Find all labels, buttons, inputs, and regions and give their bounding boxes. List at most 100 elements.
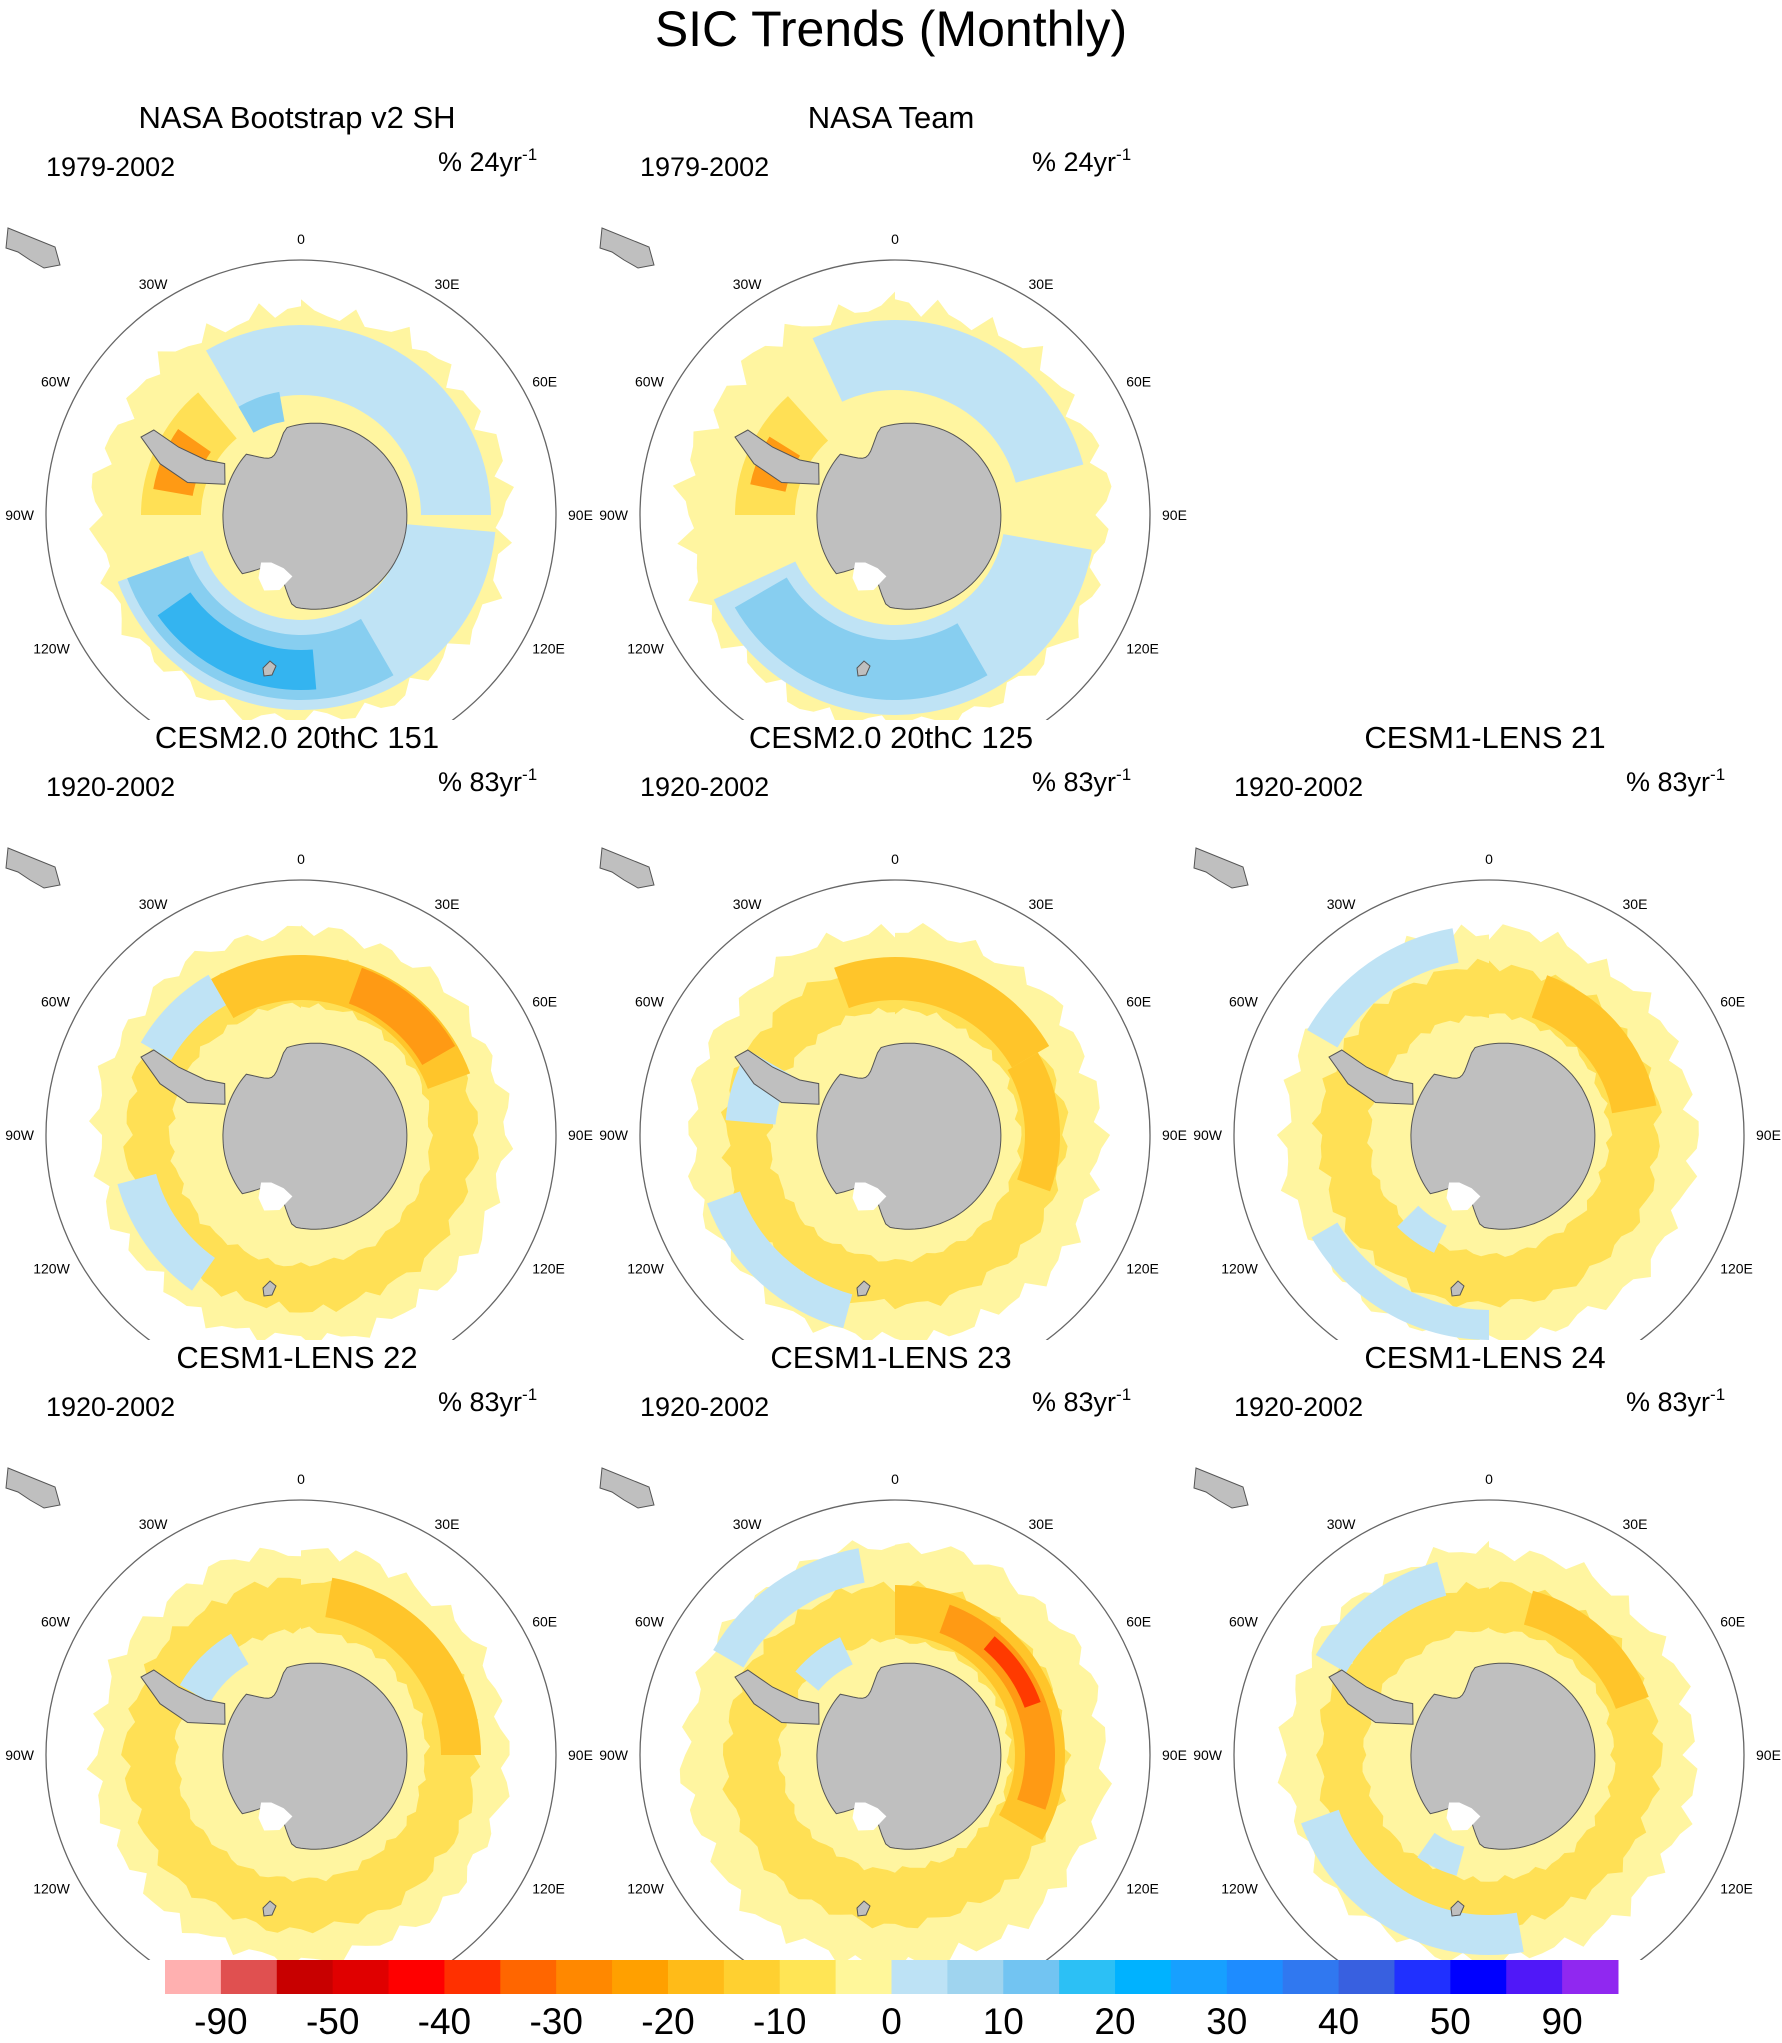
colorbar-swatch	[556, 1960, 613, 1994]
map-panel: 030E60E90E120E150E180150W120W90W60W30WCE…	[0, 720, 594, 1340]
trend-contour	[206, 324, 491, 515]
trend-contour	[179, 1633, 249, 1703]
longitude-label: 90W	[5, 507, 35, 523]
colorbar-swatch	[444, 1960, 501, 1994]
trend-contour	[1315, 1561, 1447, 1673]
longitude-label: 30E	[435, 896, 460, 912]
longitude-label: 60E	[1126, 374, 1151, 390]
longitude-label: 30E	[435, 276, 460, 292]
panel-period: 1979-2002	[640, 152, 770, 182]
longitude-label: 0	[297, 231, 305, 247]
colorbar-swatch	[1226, 1960, 1284, 1994]
trend-contour	[1007, 1052, 1060, 1192]
trend-contour	[707, 1191, 853, 1329]
colorbar-swatch	[1338, 1960, 1395, 1994]
polar-map: 030E60E90E120E150E180150W120W90W60W30W	[5, 227, 593, 720]
units-exponent: -1	[1116, 765, 1132, 784]
polar-map: 030E60E90E120E150E180150W120W90W60W30W	[599, 1467, 1187, 1960]
longitude-label: 90E	[1162, 1127, 1187, 1143]
panel-title: CESM1-LENS 24	[1364, 1340, 1606, 1375]
trend-contour	[1301, 1809, 1524, 1955]
longitude-label: 30E	[1029, 276, 1054, 292]
units-text: % 24yr	[1032, 147, 1117, 177]
antarctic-peninsula	[734, 1669, 820, 1725]
map-boundary	[1233, 1499, 1745, 1960]
longitude-label: 90E	[568, 507, 593, 523]
figure-title: SIC Trends (Monthly)	[654, 1, 1128, 57]
longitude-label: 60E	[532, 994, 557, 1010]
map-boundary	[639, 879, 1151, 1340]
panel-units: % 83yr-1	[1626, 1384, 1725, 1420]
panel-units: % 24yr-1	[1032, 144, 1131, 180]
antarctic-peninsula	[140, 1049, 226, 1105]
trend-contour	[157, 592, 317, 690]
longitude-label: 90W	[599, 1747, 629, 1763]
antarctic-peninsula	[1328, 1049, 1414, 1105]
longitude-label: 90W	[599, 507, 629, 523]
map-panel: 030E60E90E120E150E180150W120W90W60W30WCE…	[1188, 720, 1782, 1340]
trend-contour	[1531, 975, 1657, 1114]
longitude-label: 0	[891, 851, 899, 867]
map-panel: 030E60E90E120E150E180150W120W90W60W30WNA…	[594, 100, 1188, 720]
trend-contour	[983, 1636, 1041, 1708]
longitude-label: 120W	[627, 1881, 664, 1897]
trend-contour	[812, 320, 1084, 483]
colorbar-swatch	[500, 1960, 557, 1994]
longitude-label: 60E	[532, 1614, 557, 1630]
longitude-label: 120W	[1221, 1261, 1258, 1277]
colorbar-label: 20	[1094, 2001, 1135, 2042]
trend-contour	[325, 1577, 482, 1755]
trend-contour	[140, 974, 226, 1060]
map-panel: 030E60E90E120E150E180150W120W90W60W30W CE…	[1188, 1340, 1782, 1960]
ross-ice-shelf	[258, 1802, 293, 1831]
units-text: % 83yr	[438, 1387, 523, 1417]
panel-title: CESM1-LENS 22	[176, 1340, 418, 1375]
longitude-label: 120E	[1126, 641, 1159, 657]
panel-units: % 83yr-1	[1032, 764, 1131, 800]
antarctic-peninsula	[140, 1669, 226, 1725]
colorbar-label: -50	[306, 2001, 359, 2042]
longitude-label: 60E	[1720, 1614, 1745, 1630]
panel-units: % 83yr-1	[438, 1384, 537, 1420]
south-america-tip	[1193, 1467, 1249, 1509]
units-exponent: -1	[522, 1385, 538, 1404]
units-text: % 24yr	[438, 147, 523, 177]
longitude-label: 120W	[627, 1261, 664, 1277]
longitude-label: 0	[891, 1471, 899, 1487]
longitude-label: 90E	[568, 1127, 593, 1143]
ross-ice-shelf	[852, 1182, 887, 1211]
map-panel: 030E60E90E120E150E180150W120W90W60W30WCE…	[0, 1340, 594, 1960]
new-zealand-tip	[1450, 1280, 1465, 1297]
longitude-label: 120W	[33, 1881, 70, 1897]
map-boundary	[639, 259, 1151, 720]
units-exponent: -1	[1710, 1385, 1726, 1404]
colorbar-label: -10	[753, 2001, 806, 2042]
longitude-label: 60W	[635, 1614, 665, 1630]
panel-units: % 83yr-1	[1626, 764, 1725, 800]
trend-contour	[1311, 958, 1662, 1308]
polar-map: 030E60E90E120E150E180150W120W90W60W30W	[1193, 847, 1781, 1340]
polar-map: 030E60E90E120E150E180150W120W90W60W30W	[1193, 1467, 1781, 1960]
colorbar-label: 30	[1206, 2001, 1247, 2042]
units-text: % 83yr	[1626, 767, 1711, 797]
longitude-label: 30W	[733, 1516, 763, 1532]
longitude-label: 30E	[1029, 1516, 1054, 1532]
south-america-tip	[5, 227, 61, 269]
south-america-tip	[599, 227, 655, 269]
polar-map: 030E60E90E120E150E180150W120W90W60W30W	[5, 1467, 593, 1960]
colorbar-swatch	[1394, 1960, 1451, 1994]
panel-period: 1979-2002	[46, 152, 176, 182]
new-zealand-tip	[856, 1900, 871, 1917]
longitude-label: 90W	[5, 1747, 35, 1763]
panel-period: 1920-2002	[46, 1392, 176, 1422]
longitude-label: 60E	[532, 374, 557, 390]
antarctic-peninsula	[734, 1049, 820, 1105]
panel-period: 1920-2002	[640, 1392, 770, 1422]
south-america-tip	[1193, 847, 1249, 889]
map-panel: 030E60E90E120E150E180150W120W90W60W30WNA…	[0, 100, 594, 720]
polar-map: 030E60E90E120E150E180150W120W90W60W30W	[599, 227, 1187, 720]
map-boundary	[45, 1499, 557, 1960]
trend-contour	[834, 957, 1050, 1068]
longitude-label: 120W	[1221, 1881, 1258, 1897]
longitude-label: 120E	[1720, 1261, 1753, 1277]
